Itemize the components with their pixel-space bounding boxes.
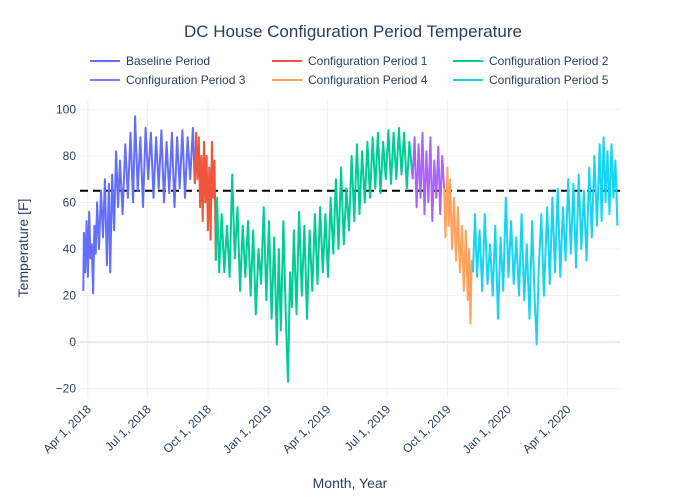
legend-item[interactable]: Baseline Period — [90, 54, 210, 68]
y-tick-label: 20 — [63, 289, 77, 303]
legend-item[interactable]: Configuration Period 2 — [453, 54, 609, 68]
legend-item[interactable]: Configuration Period 5 — [453, 73, 609, 87]
series-line — [193, 131, 217, 261]
x-tick-label: Apr 1, 2020 — [520, 402, 574, 456]
x-axis-ticks: Apr 1, 2018 Jul 1, 2018 Oct 1, 2018 Jan 1, … — [40, 402, 574, 456]
y-tick-label: 60 — [63, 195, 77, 209]
x-tick-label: Jul 1, 2018 — [102, 402, 154, 454]
legend-label: Configuration Period 2 — [489, 54, 609, 68]
x-tick-label: Oct 1, 2018 — [160, 402, 214, 456]
series-line — [443, 166, 474, 325]
legend-label: Configuration Period 3 — [126, 73, 246, 87]
y-axis-ticks: −20 0 20 40 60 80 100 — [56, 102, 77, 395]
x-tick-label: Jul 1, 2019 — [342, 402, 394, 454]
x-tick-label: Oct 1, 2019 — [400, 402, 454, 456]
y-tick-label: −20 — [56, 382, 77, 396]
legend-label: Configuration Period 5 — [489, 73, 609, 87]
y-axis-label: Temperature [F] — [15, 199, 31, 298]
legend-item[interactable]: Configuration Period 3 — [90, 73, 246, 87]
series-line — [82, 115, 196, 295]
y-tick-label: 80 — [63, 149, 77, 163]
series-lines — [82, 115, 619, 383]
chart-title: DC House Configuration Period Temperatur… — [184, 22, 522, 41]
series-line — [472, 136, 619, 346]
legend-label: Baseline Period — [126, 54, 210, 68]
legend-item[interactable]: Configuration Period 4 — [272, 73, 428, 87]
x-axis-label: Month, Year — [313, 475, 388, 491]
legend-item[interactable]: Configuration Period 1 — [272, 54, 428, 68]
legend: Baseline Period Configuration Period 1 Con… — [90, 54, 609, 87]
y-tick-label: 40 — [63, 242, 77, 256]
y-tick-label: 100 — [56, 102, 76, 116]
series-line — [411, 131, 446, 223]
y-tick-label: 0 — [69, 335, 76, 349]
x-tick-label: Jan 1, 2020 — [460, 402, 514, 456]
x-tick-label: Jan 1, 2019 — [220, 402, 274, 456]
x-tick-label: Apr 1, 2019 — [280, 402, 334, 456]
legend-label: Configuration Period 4 — [308, 73, 428, 87]
legend-label: Configuration Period 1 — [308, 54, 428, 68]
x-tick-label: Apr 1, 2018 — [40, 402, 94, 456]
series-line — [214, 126, 414, 383]
